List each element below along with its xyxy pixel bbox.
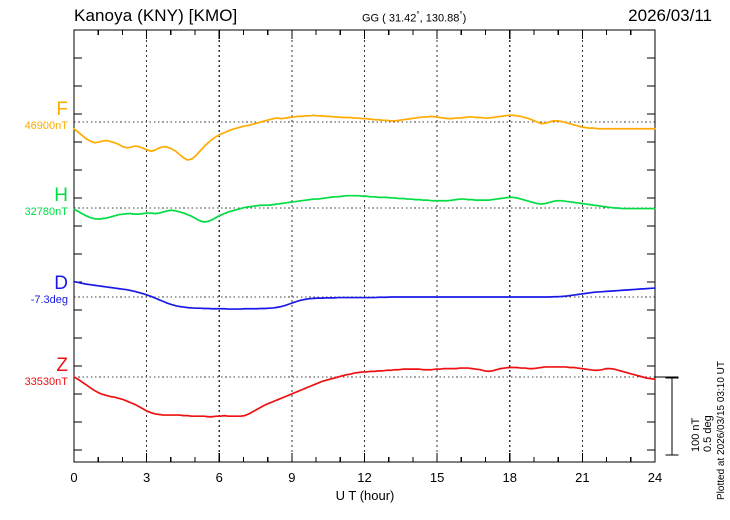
x-tick-label-6: 6 <box>215 470 223 485</box>
geo-prefix: GG ( 31.42 <box>362 12 417 25</box>
x-axis-title: U T (hour) <box>335 488 395 503</box>
degree-icon: ° <box>459 10 463 19</box>
geo-mid: , 130.88 <box>419 12 460 25</box>
station-title: Kanoya (KNY) [KMO] <box>74 6 238 25</box>
x-tick-label-12: 12 <box>357 470 372 485</box>
grid-layer <box>146 30 583 462</box>
x-tick-label-15: 15 <box>429 470 445 485</box>
plot-frame <box>73 29 656 463</box>
component-baseline-d: -7.3deg <box>30 293 68 306</box>
scale-bar-line-2: 0.5 deg <box>702 415 715 452</box>
component-label-f: F 46900nT <box>8 100 68 132</box>
x-tick-label-24: 24 <box>647 470 663 485</box>
component-letter-z: Z <box>56 355 68 376</box>
component-label-d: D -7.3deg <box>8 274 68 306</box>
component-letter-d: D <box>54 273 68 294</box>
scale-bar-caption: 100 nT 0.5 deg <box>690 415 715 452</box>
geographic-coordinates: GG ( 31.42°, 130.88°) <box>362 10 466 25</box>
component-baseline-z: 33530nT <box>24 375 68 388</box>
scale-bar-line-1: 100 nT <box>690 417 702 452</box>
component-baseline-h: 32780nT <box>24 205 68 218</box>
x-tick-label-9: 9 <box>288 470 296 485</box>
component-label-z: Z 33530nT <box>8 356 68 388</box>
component-letter-f: F <box>56 99 68 120</box>
traces-layer <box>73 114 656 418</box>
x-tick-label-3: 3 <box>143 470 151 485</box>
degree-icon: ° <box>416 10 420 19</box>
x-tick-label-21: 21 <box>575 470 590 485</box>
axis-ticks-layer <box>73 30 656 462</box>
geo-suffix: ) <box>462 12 467 25</box>
x-tick-label-0: 0 <box>70 470 78 485</box>
component-letter-h: H <box>54 185 68 206</box>
plotted-at-timestamp: Plotted at 2026/03/15 03:10 UT <box>716 361 727 500</box>
component-baseline-f: 46900nT <box>24 119 68 132</box>
x-tick-label-18: 18 <box>502 470 517 485</box>
scale-bar <box>655 376 679 456</box>
observation-date: 2026/03/11 <box>628 6 712 25</box>
component-label-h: H 32780nT <box>8 186 68 218</box>
